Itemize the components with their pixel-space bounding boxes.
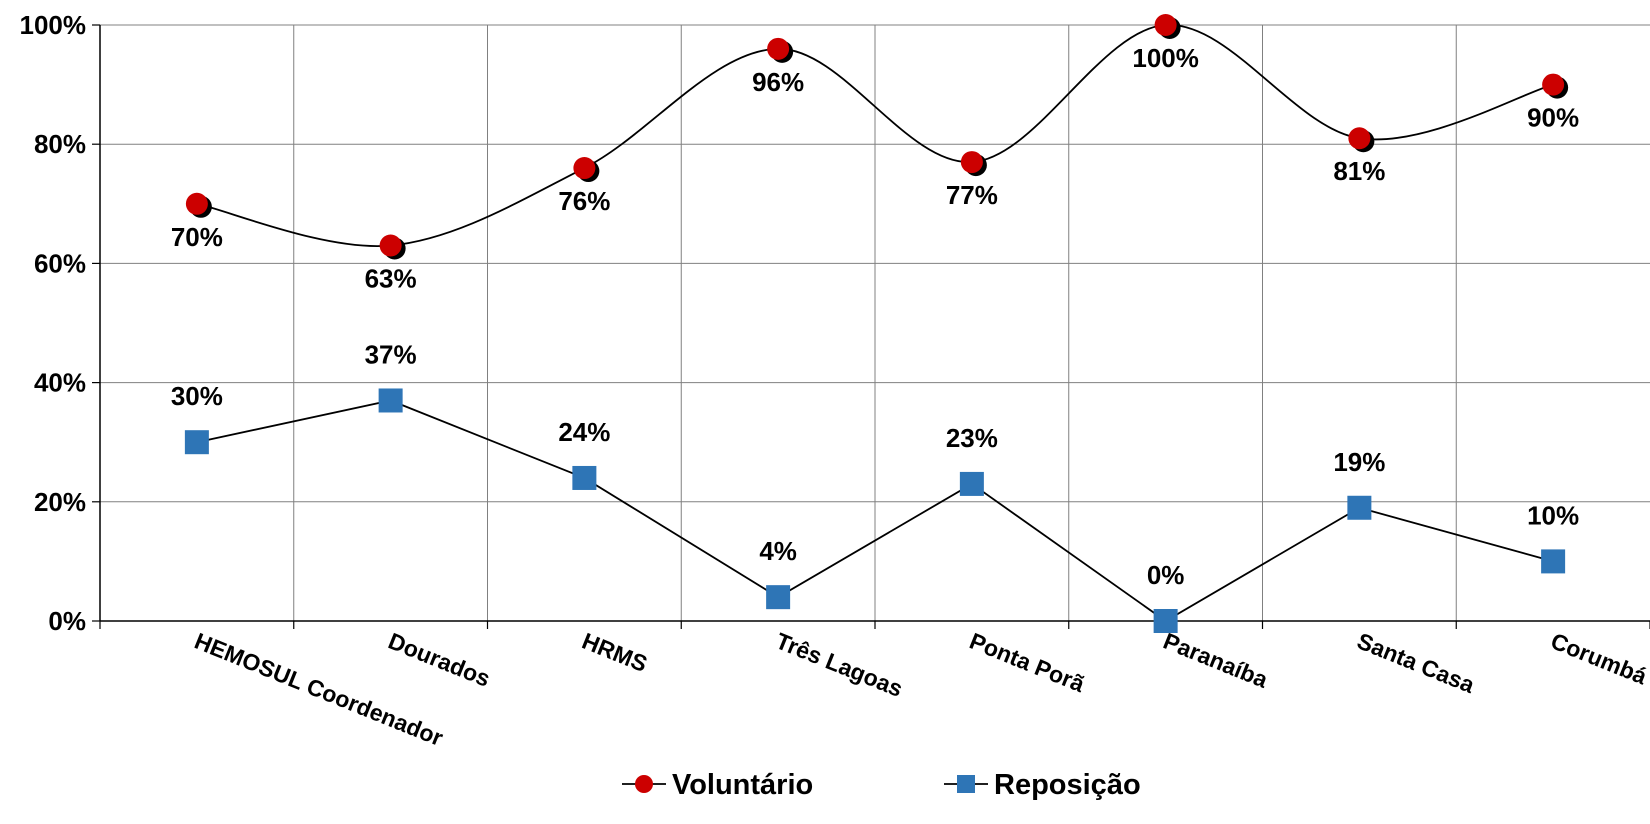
- legend-marker-circle: [635, 775, 653, 793]
- data-label: 24%: [558, 417, 610, 447]
- data-label: 10%: [1527, 500, 1579, 530]
- y-tick-label: 20%: [34, 487, 86, 517]
- x-category-label: Dourados: [385, 628, 494, 692]
- data-label: 81%: [1333, 156, 1385, 186]
- data-point-square: [959, 471, 984, 496]
- data-label: 76%: [558, 186, 610, 216]
- grid: [100, 24, 1650, 621]
- legend-label: Voluntário: [672, 769, 813, 801]
- data-point-square: [1347, 495, 1372, 520]
- data-label: 30%: [171, 381, 223, 411]
- data-point-square: [572, 465, 597, 490]
- data-point-square: [1153, 609, 1178, 633]
- series-line-1: [196, 399, 1554, 623]
- data-label: 37%: [365, 339, 417, 369]
- data-label: 100%: [1132, 43, 1199, 73]
- legend-label: Reposição: [994, 769, 1141, 801]
- data-point-circle: [1542, 73, 1565, 96]
- axes: 0%20%40%60%80%100%HEMOSUL CoordenadorDou…: [20, 10, 1650, 751]
- data-label: 96%: [752, 67, 804, 97]
- legend: Voluntário Reposição: [622, 769, 1141, 801]
- data-point-circle: [573, 157, 596, 180]
- x-category-label: Santa Casa: [1354, 628, 1479, 699]
- x-category-label: Ponta Porã: [966, 628, 1089, 698]
- data-label: 4%: [759, 536, 797, 566]
- data-point-circle: [1348, 127, 1371, 150]
- y-tick-label: 0%: [48, 606, 86, 636]
- series-area: [184, 14, 1569, 633]
- data-point-circle: [185, 192, 208, 215]
- y-tick-label: 60%: [34, 248, 86, 278]
- data-point-circle: [960, 151, 983, 174]
- data-label: 63%: [365, 264, 417, 294]
- data-label: 90%: [1527, 103, 1579, 133]
- data-label: 0%: [1147, 560, 1185, 590]
- data-point-square: [766, 585, 791, 610]
- data-point-square: [184, 430, 209, 455]
- y-tick-label: 100%: [20, 10, 87, 40]
- data-label: 23%: [946, 423, 998, 453]
- data-point-square: [1541, 549, 1566, 574]
- legend-marker-square: [957, 775, 975, 793]
- x-category-label: HRMS: [579, 628, 652, 677]
- data-label: 77%: [946, 180, 998, 210]
- x-category-label: Corumbá: [1547, 628, 1650, 690]
- data-point-circle: [767, 37, 790, 60]
- y-tick-label: 40%: [34, 368, 86, 398]
- data-label: 19%: [1333, 447, 1385, 477]
- data-label: 70%: [171, 222, 223, 252]
- data-point-square: [378, 388, 403, 413]
- data-point-circle: [1154, 14, 1177, 36]
- data-point-circle: [379, 234, 402, 257]
- x-category-label: Três Lagoas: [772, 628, 906, 702]
- x-category-label: Paranaíba: [1160, 628, 1272, 693]
- y-tick-label: 80%: [34, 129, 86, 159]
- data-labels: 70% 63% 76% 96% 77% 100% 81% 90% 30% 37% 24% 4% 23% 0…: [171, 43, 1579, 590]
- series-line-0: [196, 24, 1554, 248]
